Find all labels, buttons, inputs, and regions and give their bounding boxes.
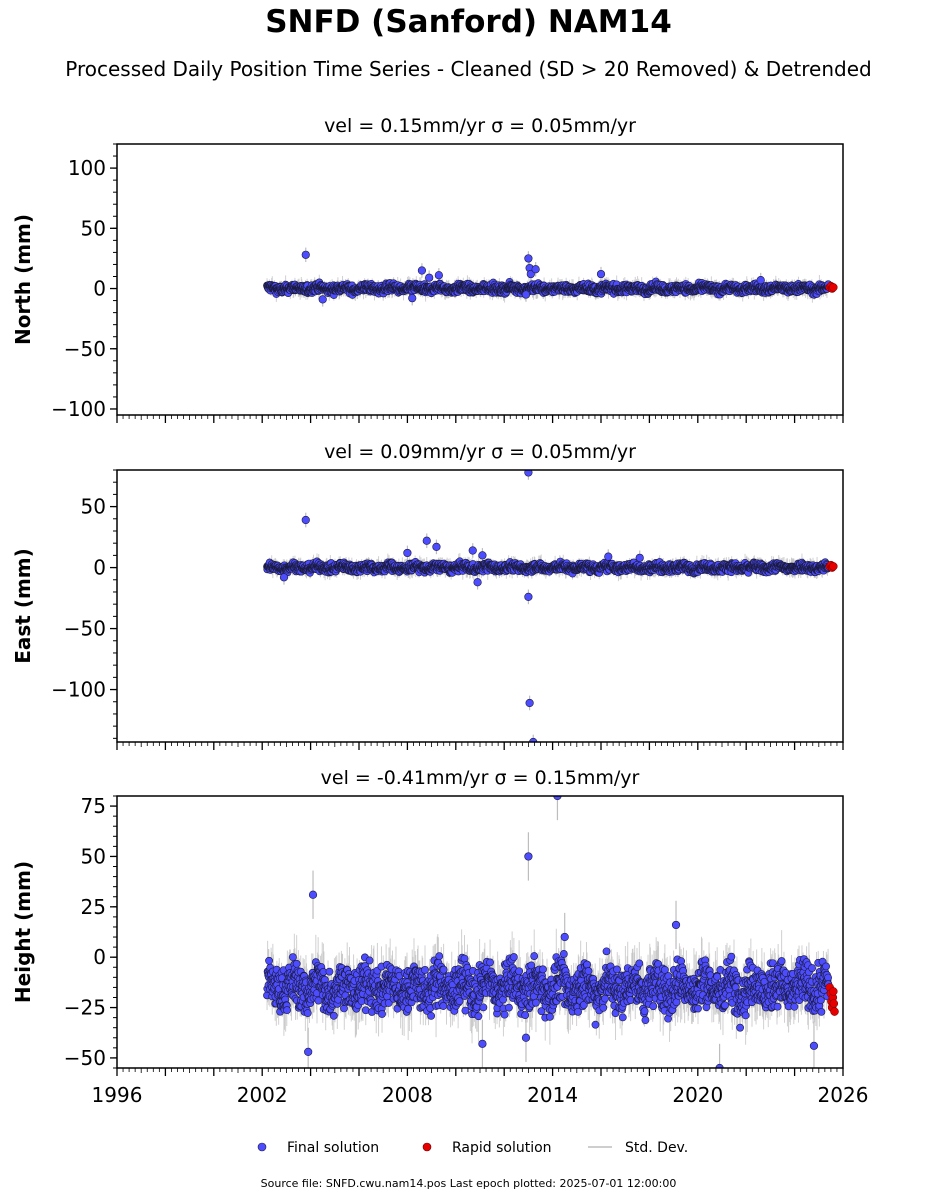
final-point-outlier: [521, 290, 531, 299]
final-point-outlier: [301, 250, 310, 259]
rapid-point: [829, 283, 838, 292]
page-title: SNFD (Sanford) NAM14: [265, 4, 672, 40]
y-tick-label: 50: [81, 216, 106, 240]
y-axis: 100 50 0 −50 −100: [51, 143, 117, 421]
panel-title: vel = 0.15mm/yr σ = 0.05mm/yr: [324, 115, 636, 137]
final-point-outlier: [524, 254, 533, 263]
final-point-outlier: [756, 276, 765, 285]
page-subtitle: Processed Daily Position Time Series - C…: [65, 57, 872, 81]
final-point-outlier: [526, 269, 535, 279]
final-solution-points: [263, 470, 833, 742]
final-point-outlier: [408, 294, 417, 303]
y-tick-label: 0: [93, 277, 106, 301]
final-point-outlier: [318, 295, 327, 304]
final-point-outlier: [425, 273, 434, 282]
plot-area: [263, 470, 838, 742]
std-dev-bars: [266, 470, 829, 742]
final-point-outlier: [434, 271, 443, 280]
y-tick-label: −100: [51, 397, 106, 421]
y-tick-label: 100: [68, 156, 106, 180]
y-axis-label: North (mm): [11, 214, 35, 345]
y-tick-label: −50: [64, 337, 106, 361]
final-point-outlier: [531, 265, 540, 274]
final-point-outlier: [596, 269, 606, 279]
axes-frame: [116, 143, 844, 416]
panel-north: 100 50 0 −50 −100 vel = 0.15mm/yr σ = 0.05mm/…: [11, 115, 844, 423]
plot-area: [263, 247, 838, 307]
rapid-solution-points: [825, 281, 838, 293]
final-point-outlier: [417, 266, 427, 275]
final-solution-points: [263, 250, 833, 304]
x-axis: [116, 415, 844, 423]
